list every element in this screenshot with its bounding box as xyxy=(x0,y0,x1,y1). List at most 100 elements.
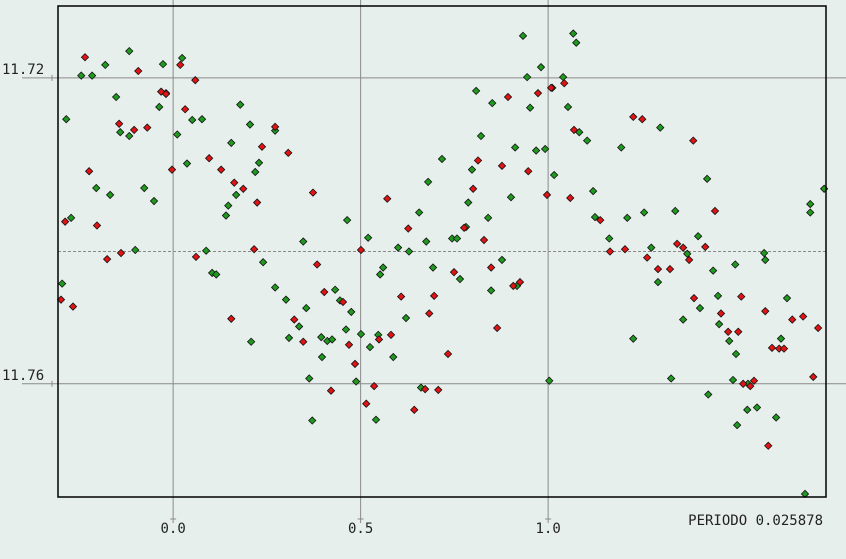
data-point xyxy=(653,277,663,287)
data-point xyxy=(299,337,308,346)
data-point xyxy=(320,287,329,297)
data-point xyxy=(582,136,592,145)
data-point xyxy=(257,142,267,151)
data-point xyxy=(620,245,630,254)
data-point xyxy=(236,100,245,109)
data-point xyxy=(704,390,713,399)
data-point xyxy=(188,115,197,125)
data-point xyxy=(246,337,256,346)
data-point xyxy=(270,283,280,292)
data-point xyxy=(284,333,294,343)
data-point xyxy=(488,98,497,108)
data-point xyxy=(102,254,112,264)
data-point xyxy=(420,384,430,394)
data-point xyxy=(308,188,318,197)
data-point xyxy=(125,46,134,56)
data-point xyxy=(201,246,211,255)
data-point xyxy=(363,233,373,242)
data-point xyxy=(540,144,550,154)
data-point xyxy=(305,374,314,383)
data-point xyxy=(605,234,614,243)
data-point xyxy=(647,243,656,252)
data-point xyxy=(572,38,581,47)
data-point xyxy=(459,223,469,232)
data-point xyxy=(492,323,502,333)
data-point xyxy=(531,146,541,155)
data-point xyxy=(369,381,379,391)
data-point xyxy=(782,293,792,303)
data-point xyxy=(522,72,532,82)
data-point xyxy=(227,314,236,323)
data-point xyxy=(230,178,239,187)
data-point xyxy=(374,335,384,344)
data-point xyxy=(396,292,406,301)
data-point xyxy=(468,184,478,193)
x-tick-label: 1.0 xyxy=(535,521,560,537)
x-tick-label: 0.5 xyxy=(348,521,373,537)
data-point xyxy=(308,416,317,425)
data-point xyxy=(683,249,692,258)
data-point xyxy=(87,71,97,80)
data-point xyxy=(131,245,140,255)
data-point xyxy=(351,377,361,386)
data-point xyxy=(84,167,94,176)
data-point xyxy=(251,167,260,177)
data-point xyxy=(224,201,233,210)
data-point xyxy=(410,405,419,414)
data-point xyxy=(386,330,396,340)
data-point xyxy=(327,335,337,344)
data-point xyxy=(759,248,769,258)
data-point xyxy=(738,379,748,388)
data-point xyxy=(689,136,698,145)
data-point xyxy=(710,206,720,216)
data-point xyxy=(177,53,187,63)
data-point xyxy=(569,125,579,135)
data-point xyxy=(788,315,797,324)
data-point xyxy=(105,190,115,200)
data-point xyxy=(129,125,139,135)
data-point xyxy=(422,237,431,246)
data-point xyxy=(734,327,743,336)
data-point xyxy=(254,158,264,167)
data-point xyxy=(588,186,598,196)
data-point xyxy=(197,115,207,124)
data-point xyxy=(404,247,414,256)
data-point xyxy=(116,248,126,258)
y-tick-label: 11.76 xyxy=(2,368,44,384)
data-point xyxy=(116,128,125,137)
data-point xyxy=(393,243,403,252)
data-point xyxy=(330,285,340,294)
data-point xyxy=(101,60,110,70)
data-point xyxy=(569,29,578,38)
data-point xyxy=(536,63,546,72)
data-point xyxy=(317,332,326,342)
data-point xyxy=(642,253,652,262)
y-tick-label: 11.72 xyxy=(2,62,44,78)
data-point xyxy=(258,258,268,267)
data-point xyxy=(92,183,101,193)
data-point xyxy=(299,237,308,246)
data-point xyxy=(596,215,605,225)
data-point xyxy=(455,274,465,284)
data-point xyxy=(518,31,528,40)
data-point xyxy=(779,344,789,353)
data-point xyxy=(375,270,385,279)
data-point xyxy=(605,247,615,256)
data-point xyxy=(317,352,327,362)
data-point xyxy=(464,198,473,207)
data-point xyxy=(227,138,236,148)
data-point xyxy=(167,165,177,174)
data-point xyxy=(284,148,293,158)
data-point xyxy=(371,415,381,424)
data-point xyxy=(111,92,121,102)
data-point xyxy=(140,183,149,193)
data-point xyxy=(767,343,777,353)
data-point xyxy=(798,312,808,321)
data-point xyxy=(344,340,354,349)
data-point xyxy=(693,232,703,241)
data-point xyxy=(665,264,675,274)
data-point xyxy=(678,243,688,252)
data-point xyxy=(158,59,168,69)
period-annotation: PERIODO 0.025878 xyxy=(688,513,823,529)
